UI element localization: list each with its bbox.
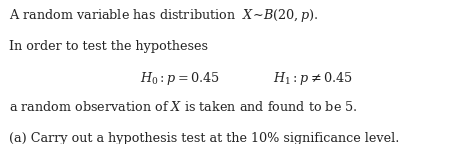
Text: In order to test the hypotheses: In order to test the hypotheses [9,40,208,53]
Text: $H_1 : p \neq 0.45$: $H_1 : p \neq 0.45$ [273,70,352,87]
Text: $H_0 : p = 0.45$: $H_0 : p = 0.45$ [140,70,219,87]
Text: a random observation of $X$ is taken and found to be 5.: a random observation of $X$ is taken and… [9,100,357,114]
Text: (a) Carry out a hypothesis test at the 10% significance level.: (a) Carry out a hypothesis test at the 1… [9,132,399,144]
Text: A random variable has distribution  $X\!\sim\!B(20,p)$.: A random variable has distribution $X\!\… [9,7,318,24]
